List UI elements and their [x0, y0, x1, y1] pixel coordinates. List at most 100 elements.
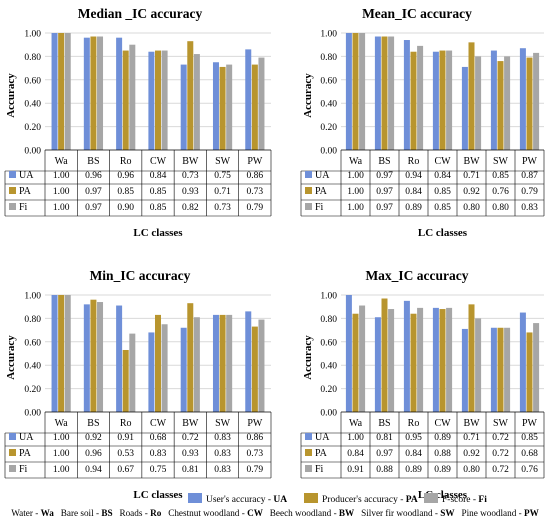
x-tick-label: SW — [215, 418, 231, 429]
legend-label-UA: User's accuracy - UA — [206, 495, 287, 505]
data-label: 0.85 — [150, 187, 167, 197]
data-label: 0.73 — [182, 171, 199, 181]
bar-Fi-Ro — [129, 333, 136, 412]
bar-Fi-CW — [161, 50, 168, 150]
data-label: 0.97 — [85, 203, 102, 213]
table-key-Fi — [9, 203, 16, 210]
data-label: 0.85 — [150, 203, 167, 213]
table-row-label: UA — [19, 170, 34, 181]
x-tick-label: BW — [182, 418, 199, 429]
data-label: 0.85 — [117, 187, 134, 197]
x-tick-label: Ro — [408, 156, 420, 167]
x-tick-label: CW — [150, 418, 167, 429]
bar-Fi-BW — [475, 318, 482, 412]
data-label: 0.68 — [521, 449, 538, 459]
table-key-UA — [305, 171, 312, 178]
table-key-UA — [305, 433, 312, 440]
data-label: 0.96 — [85, 449, 102, 459]
bar-PA-PW — [526, 332, 533, 412]
x-tick-label: Wa — [349, 156, 363, 167]
bar-PA-Wa — [352, 33, 359, 150]
y-tick-label: 0.80 — [24, 315, 41, 325]
x-tick-label: SW — [215, 156, 231, 167]
footnote-item-6: Pine woodland - PW — [461, 508, 539, 518]
y-tick-label: 1.00 — [320, 292, 337, 302]
data-label: 0.89 — [434, 465, 451, 475]
bar-Fi-Ro — [417, 307, 424, 412]
legend-item-Fi: F-score - Fi — [424, 493, 487, 505]
y-axis-label: Accuracy — [302, 73, 314, 118]
legend-swatch-PA — [304, 493, 318, 503]
footnote-item-5: Silver fir woodland - SW — [361, 508, 455, 518]
x-tick-label: PW — [522, 156, 538, 167]
y-tick-label: 0.00 — [24, 147, 41, 157]
data-label: 0.84 — [405, 187, 422, 197]
table-key-Fi — [305, 465, 312, 472]
data-label: 1.00 — [53, 465, 70, 475]
y-tick-label: 0.40 — [320, 362, 337, 372]
chart-title: Min_IC accuracy — [90, 268, 191, 283]
bar-Fi-BW — [193, 317, 200, 412]
y-tick-label: 0.60 — [24, 338, 41, 348]
data-label: 1.00 — [53, 187, 70, 197]
table-row-label: PA — [19, 186, 32, 197]
y-tick-label: 0.80 — [24, 53, 41, 63]
data-label: 1.00 — [53, 203, 70, 213]
bar-Fi-BW — [193, 54, 200, 151]
table-row-label: Fi — [19, 202, 28, 213]
data-label: 0.87 — [521, 171, 538, 181]
data-label: 0.80 — [463, 465, 480, 475]
bar-Fi-SW — [504, 327, 511, 412]
data-label: 0.84 — [405, 449, 422, 459]
data-label: 0.73 — [214, 203, 231, 213]
y-tick-label: 0.80 — [320, 315, 337, 325]
y-tick-label: 0.60 — [24, 76, 41, 86]
data-label: 0.88 — [434, 449, 451, 459]
bar-PA-Ro — [122, 349, 129, 412]
table-key-UA — [9, 171, 16, 178]
table-row-label: UA — [315, 432, 330, 443]
data-label: 0.85 — [434, 187, 451, 197]
bar-PA-CW — [155, 314, 161, 412]
x-tick-label: SW — [493, 156, 509, 167]
data-label: 0.97 — [85, 187, 102, 197]
bar-UA-BS — [83, 37, 90, 150]
y-tick-label: 1.00 — [320, 30, 337, 40]
chart-title: Mean_IC accuracy — [362, 6, 472, 21]
data-label: 1.00 — [347, 433, 364, 443]
x-tick-label: BS — [87, 156, 99, 167]
bar-Fi-CW — [446, 50, 453, 150]
data-label: 0.80 — [463, 203, 480, 213]
y-tick-label: 1.00 — [24, 292, 41, 302]
bar-PA-SW — [497, 61, 504, 150]
data-label: 0.92 — [463, 187, 480, 197]
table-key-UA — [9, 433, 16, 440]
data-label: 0.93 — [182, 449, 199, 459]
data-label: 0.93 — [182, 187, 199, 197]
bar-PA-BW — [468, 304, 475, 412]
bar-UA-Ro — [116, 37, 123, 150]
bar-Fi-BS — [388, 309, 395, 412]
chart-title: Max_IC accuracy — [365, 268, 468, 283]
y-axis-label: Accuracy — [302, 335, 314, 380]
bar-PA-Ro — [410, 51, 417, 150]
y-tick-label: 0.80 — [320, 53, 337, 63]
bar-Fi-SW — [226, 314, 233, 412]
bar-UA-CW — [148, 51, 155, 150]
table-row-label: PA — [19, 448, 32, 459]
bar-PA-PW — [251, 326, 258, 412]
data-label: 0.85 — [521, 433, 538, 443]
y-tick-label: 0.20 — [320, 385, 337, 395]
y-tick-label: 0.60 — [320, 76, 337, 86]
data-label: 1.00 — [347, 203, 364, 213]
data-label: 0.67 — [117, 465, 134, 475]
data-label: 0.76 — [492, 187, 509, 197]
table-key-PA — [9, 449, 16, 456]
bar-UA-Wa — [51, 295, 58, 412]
y-tick-label: 0.00 — [320, 147, 337, 157]
data-label: 0.81 — [376, 433, 393, 443]
x-tick-label: CW — [434, 156, 451, 167]
data-label: 0.96 — [85, 171, 102, 181]
bar-UA-SW — [490, 50, 497, 150]
